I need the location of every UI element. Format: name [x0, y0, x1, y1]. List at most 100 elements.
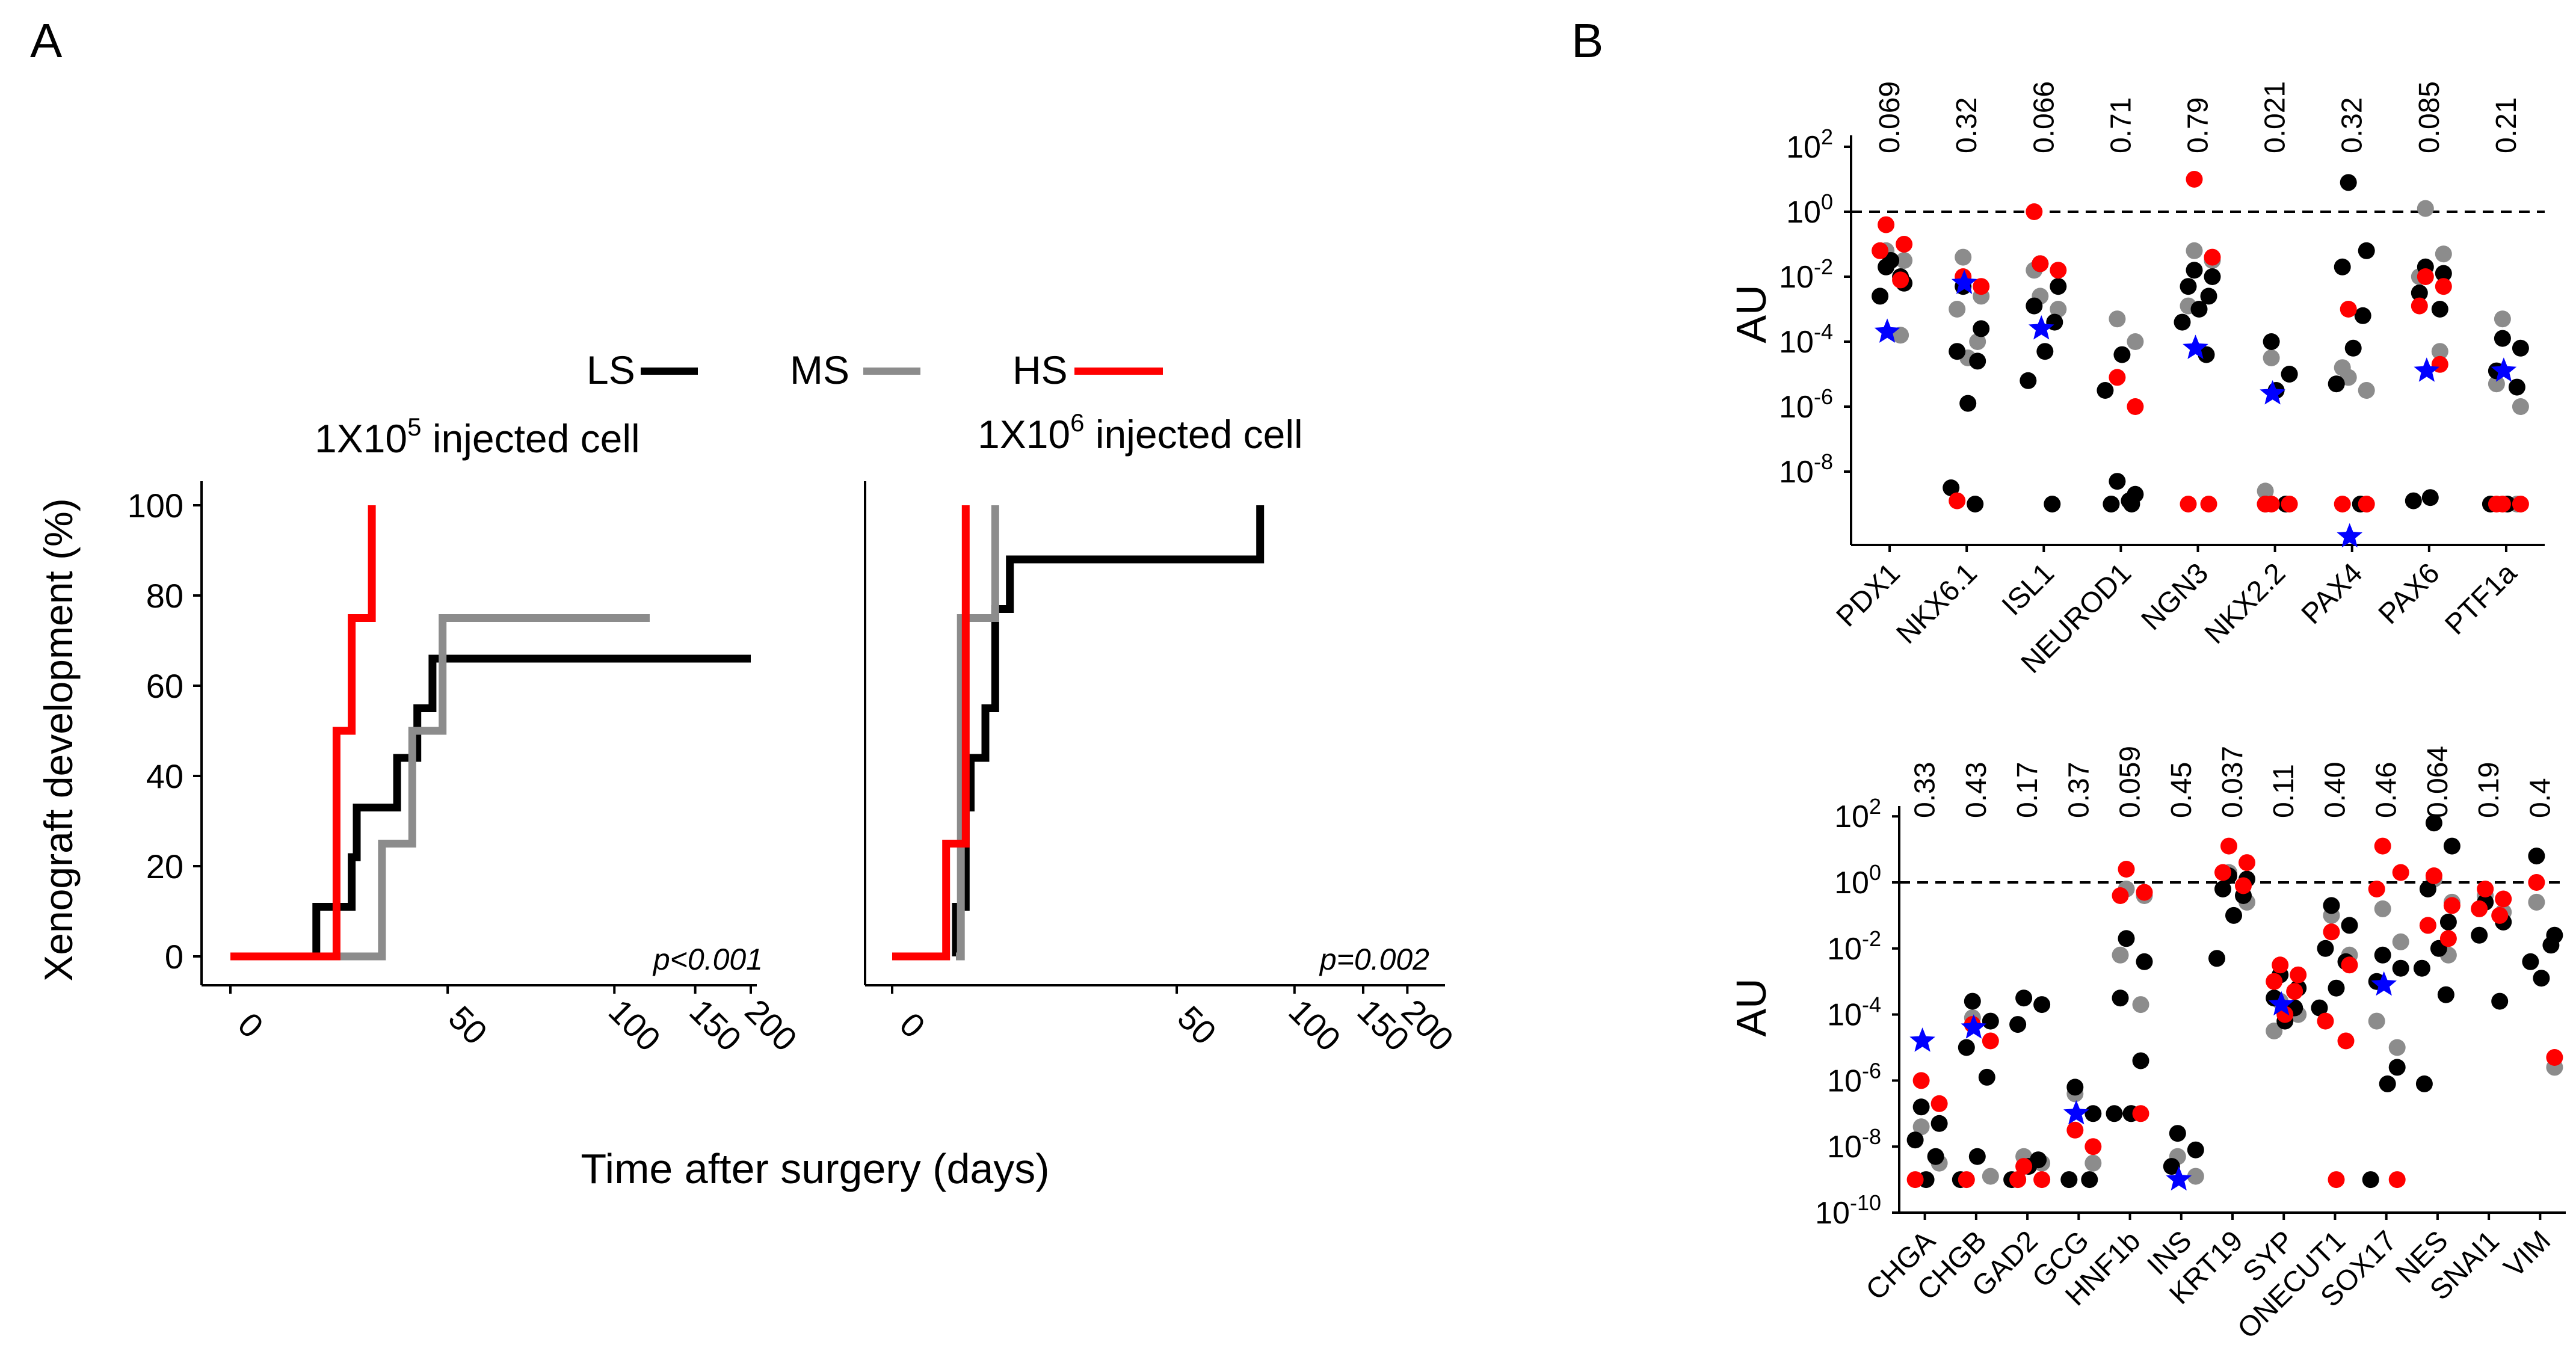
- data-point-ls: [2411, 285, 2428, 301]
- data-point-hs: [2132, 1105, 2149, 1122]
- data-point-ls: [2435, 265, 2452, 282]
- data-point-ls: [2225, 906, 2242, 924]
- y-tick-label: 100: [1786, 189, 1833, 230]
- data-point-ls: [2066, 1079, 2084, 1096]
- data-point-ls: [2344, 339, 2362, 357]
- data-point-hs: [2050, 262, 2067, 279]
- data-point-hs: [2425, 867, 2442, 884]
- data-point-ls: [2132, 1052, 2149, 1069]
- data-point-ls: [2163, 1158, 2180, 1175]
- p-value-label: 0.21: [2491, 97, 2522, 153]
- data-point-hs: [2546, 1049, 2563, 1066]
- step-line-ms: [956, 505, 999, 961]
- data-point-ls: [2026, 297, 2043, 315]
- x-tick-label: 0: [230, 1005, 271, 1045]
- gene-label: PAX6: [2373, 557, 2446, 630]
- expression-plot-transcription-factors: 102 100 10-2 10-4 10-6 10-8 PDX1 0.069 NKX6.1 0.3…: [1779, 81, 2545, 680]
- data-point-ms: [2488, 375, 2505, 393]
- data-point-ls: [2106, 1105, 2123, 1122]
- data-point-hs: [2290, 966, 2307, 983]
- data-point-ms: [2417, 200, 2434, 217]
- data-point-ls: [2085, 1105, 2102, 1122]
- y-tick-label: 10-8: [1779, 449, 1833, 490]
- data-point-hs: [2118, 861, 2135, 878]
- data-point-ms: [2257, 482, 2274, 500]
- data-point-ls: [2112, 989, 2129, 1007]
- data-point-hs: [2411, 297, 2428, 315]
- data-point-ms: [1982, 1168, 1999, 1185]
- data-point-hs: [2033, 1171, 2051, 1189]
- data-point-ls: [2169, 1125, 2186, 1142]
- data-point-ls: [2340, 174, 2357, 191]
- data-point-ls: [1912, 1098, 1930, 1116]
- data-point-hs: [2358, 496, 2375, 512]
- data-point-ls: [2214, 881, 2231, 897]
- x-tick-label: 0: [892, 1005, 932, 1045]
- data-point-hs: [1912, 1072, 1930, 1089]
- data-point-hs: [2109, 369, 2126, 386]
- data-point-ls: [2328, 979, 2345, 997]
- data-point-hs: [2026, 203, 2043, 220]
- star-icon: [1909, 1027, 1935, 1052]
- data-point-ls: [2044, 496, 2061, 512]
- data-point-hs: [2392, 864, 2409, 881]
- p-value-label: 0.085: [2414, 81, 2445, 153]
- data-point-ls: [2392, 959, 2409, 977]
- step-line-ms: [230, 614, 650, 961]
- y-tick-label: 100: [1834, 860, 1881, 900]
- data-point-hs: [2136, 884, 2153, 901]
- y-tick-label: 40: [146, 757, 183, 795]
- data-point-hs: [2257, 496, 2274, 512]
- star-icon: [2029, 315, 2054, 340]
- data-point-ms: [1892, 327, 1909, 344]
- star-icon: [2260, 380, 2285, 405]
- data-point-hs: [2337, 1032, 2355, 1050]
- legend: LS MS HS: [587, 348, 1163, 392]
- y-tick-label: 0: [165, 938, 183, 976]
- p-value-label: 0.45: [2166, 762, 2198, 818]
- gene-label: VIM: [2498, 1225, 2557, 1284]
- p-value-label: 0.71: [2105, 97, 2137, 153]
- data-point-ls: [2311, 999, 2328, 1017]
- data-point-ls: [1967, 496, 1984, 512]
- panel-b-top-y-label: AU: [1728, 285, 1775, 343]
- data-point-ls: [2190, 301, 2208, 318]
- data-point-ls: [2491, 992, 2509, 1010]
- data-point-ls: [2036, 343, 2054, 360]
- data-point-hs: [2266, 973, 2283, 990]
- data-point-ls: [1943, 479, 1960, 496]
- data-point-ls: [2508, 378, 2525, 396]
- data-point-ls: [2121, 492, 2138, 509]
- y-tick-label: 10-6: [1827, 1058, 1881, 1098]
- data-point-ls: [2388, 1059, 2406, 1076]
- star-icon: [2491, 357, 2517, 382]
- data-point-ls: [2015, 989, 2033, 1007]
- data-point-hs: [2328, 1171, 2345, 1189]
- step-line-ls: [952, 505, 1265, 956]
- data-point-ms: [2512, 398, 2529, 415]
- p-value-label: 0.021: [2260, 81, 2291, 153]
- star-icon: [1961, 1014, 1987, 1039]
- data-point-ls: [2439, 913, 2457, 931]
- data-point-hs: [2488, 496, 2505, 512]
- data-point-ms: [2368, 1012, 2385, 1030]
- data-point-ms: [2435, 245, 2452, 263]
- subplot-2-title: 1X106 injected cell: [978, 408, 1303, 457]
- data-point-ls: [2354, 307, 2371, 324]
- y-tick-label: 10-2: [1827, 926, 1881, 967]
- data-point-ls: [1969, 352, 1986, 370]
- star-icon: [2371, 971, 2397, 996]
- data-point-hs: [2368, 881, 2385, 897]
- p-value-label: 0.40: [2319, 762, 2351, 818]
- data-point-ls: [2323, 897, 2340, 914]
- data-point-hs: [2419, 917, 2436, 934]
- data-point-ms: [2266, 1023, 2283, 1039]
- data-point-ls: [2060, 1171, 2078, 1189]
- p-value-label: 0.79: [2183, 97, 2214, 153]
- subplot-2-title-exponent: 6: [1070, 408, 1084, 437]
- data-point-hs: [2066, 1121, 2084, 1139]
- y-tick-label: 100: [128, 487, 183, 525]
- data-point-ls: [2186, 262, 2203, 279]
- y-tick-label: 60: [146, 667, 183, 705]
- data-point-hs: [2491, 906, 2509, 924]
